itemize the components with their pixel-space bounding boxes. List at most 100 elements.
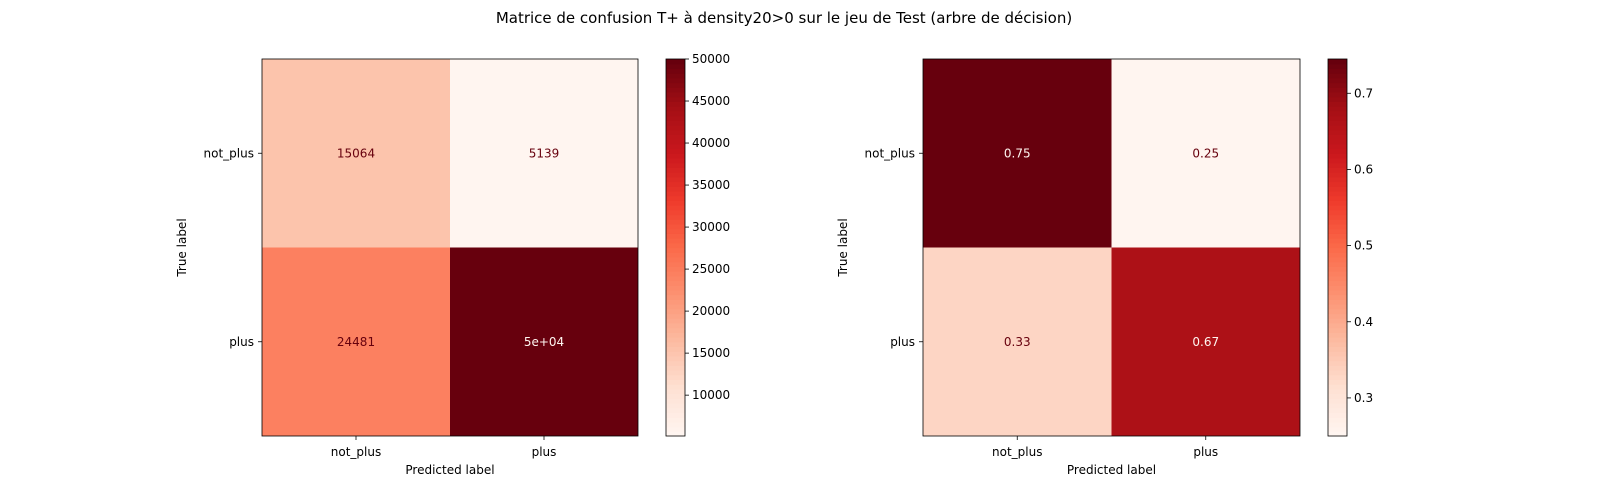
colorbar-segment xyxy=(666,87,685,93)
colorbar-segment xyxy=(1328,393,1347,399)
colorbar-segment xyxy=(666,351,685,357)
colorbar-segment xyxy=(666,73,685,79)
colorbar-segment xyxy=(666,308,685,315)
colorbar-segment xyxy=(666,421,685,428)
colorbar-segment xyxy=(666,172,685,178)
colorbar-segment xyxy=(1328,318,1347,324)
colorbar-segment xyxy=(666,101,685,107)
colorbar-segment xyxy=(1328,59,1347,65)
colorbar-tick-label: 0.5 xyxy=(1354,239,1373,253)
colorbar-segment xyxy=(666,214,685,220)
colorbar-frame xyxy=(1327,58,1348,437)
colorbar-tick-label: 30000 xyxy=(692,220,730,234)
cell-value-label: 5139 xyxy=(529,146,560,160)
colorbar-segment xyxy=(1328,110,1347,117)
colorbar-tick-label: 40000 xyxy=(692,136,730,150)
colorbar-segment xyxy=(666,77,685,84)
colorbar-segment xyxy=(666,360,685,366)
colorbar-segment xyxy=(666,337,685,343)
colorbar-segment xyxy=(1328,266,1347,272)
colorbar-segment xyxy=(666,106,685,112)
cell-value-label: 0.67 xyxy=(1192,335,1219,349)
colorbar-segment xyxy=(1328,96,1347,103)
colorbar-segment xyxy=(666,134,685,140)
colorbar-segment xyxy=(666,143,685,150)
heatmap-cell xyxy=(923,59,1112,248)
colorbar-segment xyxy=(666,129,685,135)
colorbar-segment xyxy=(666,393,685,399)
colorbar-segment xyxy=(1328,351,1347,357)
colorbar-segment xyxy=(666,346,685,352)
colorbar-tick-label: 35000 xyxy=(692,178,730,192)
colorbar-segment xyxy=(1328,200,1347,206)
colorbar-segment xyxy=(666,190,685,197)
colorbar-segment xyxy=(1328,153,1347,159)
colorbar-segment xyxy=(666,162,685,168)
colorbar-segment xyxy=(1328,355,1347,362)
heatmap-cell xyxy=(262,59,450,248)
colorbar-segment xyxy=(1328,157,1347,164)
colorbar-segment xyxy=(1328,82,1347,88)
colorbar-segment xyxy=(666,388,685,395)
colorbar-segment xyxy=(666,153,685,159)
colorbar-segment xyxy=(1328,275,1347,282)
cell-value-label: 0.25 xyxy=(1192,146,1219,160)
cell-value-label: 5e+04 xyxy=(524,335,564,349)
colorbar-frame xyxy=(665,58,686,437)
colorbar-segment xyxy=(1328,209,1347,216)
colorbar-segment xyxy=(1328,407,1347,414)
colorbar-segment xyxy=(1328,280,1347,286)
colorbar-segment xyxy=(666,355,685,362)
colorbar-segment xyxy=(1328,139,1347,145)
colorbar-tick-label: 15000 xyxy=(692,346,730,360)
colorbar-segment xyxy=(666,205,685,211)
heatmap-cell xyxy=(450,59,638,248)
colorbar-segment xyxy=(1328,124,1347,131)
colorbar-segment xyxy=(666,96,685,103)
colorbar-segment xyxy=(1328,322,1347,329)
x-axis-label: Predicted label xyxy=(405,463,494,477)
colorbar-segment xyxy=(666,181,685,187)
colorbar-segment xyxy=(1328,143,1347,150)
colorbar-tick-label: 0.7 xyxy=(1354,86,1373,100)
colorbar-segment xyxy=(1328,176,1347,183)
colorbar-segment xyxy=(666,233,685,239)
colorbar-segment xyxy=(1328,68,1347,74)
colorbar-segment xyxy=(1328,148,1347,154)
colorbar-segment xyxy=(1328,223,1347,230)
y-tick-label: not_plus xyxy=(204,146,254,160)
colorbar-segment xyxy=(666,219,685,225)
colorbar-segment xyxy=(666,63,685,70)
y-axis-label: True label xyxy=(836,218,850,277)
colorbar-segment xyxy=(1328,271,1347,277)
colorbar-segment xyxy=(1328,87,1347,93)
colorbar-segment xyxy=(666,271,685,277)
colorbar-tick-label: 25000 xyxy=(692,262,730,276)
colorbar-segment xyxy=(1328,214,1347,220)
colorbar-tick-label: 20000 xyxy=(692,304,730,318)
colorbar-segment xyxy=(666,186,685,192)
colorbar-tick-label: 50000 xyxy=(692,52,730,66)
colorbar-segment xyxy=(666,261,685,267)
figure-title: Matrice de confusion T+ à density20>0 su… xyxy=(496,9,1072,27)
colorbar-segment xyxy=(1328,431,1347,437)
colorbar-segment xyxy=(1328,228,1347,234)
colorbar-segment xyxy=(1328,308,1347,315)
colorbar-segment xyxy=(1328,374,1347,381)
colorbar-segment xyxy=(1328,261,1347,267)
colorbar-segment xyxy=(666,252,685,258)
colorbar-segment xyxy=(1328,412,1347,418)
colorbar-segment xyxy=(666,275,685,282)
colorbar-segment xyxy=(1328,337,1347,343)
colorbar-segment xyxy=(1328,341,1347,348)
colorbar-segment xyxy=(1328,289,1347,296)
colorbar-segment xyxy=(1328,421,1347,428)
x-tick-label: not_plus xyxy=(331,445,381,459)
colorbar-segment xyxy=(666,176,685,183)
colorbar-segment xyxy=(1328,242,1347,249)
colorbar-segment xyxy=(666,426,685,432)
colorbar-segment xyxy=(1328,384,1347,390)
colorbar-segment xyxy=(1328,190,1347,197)
